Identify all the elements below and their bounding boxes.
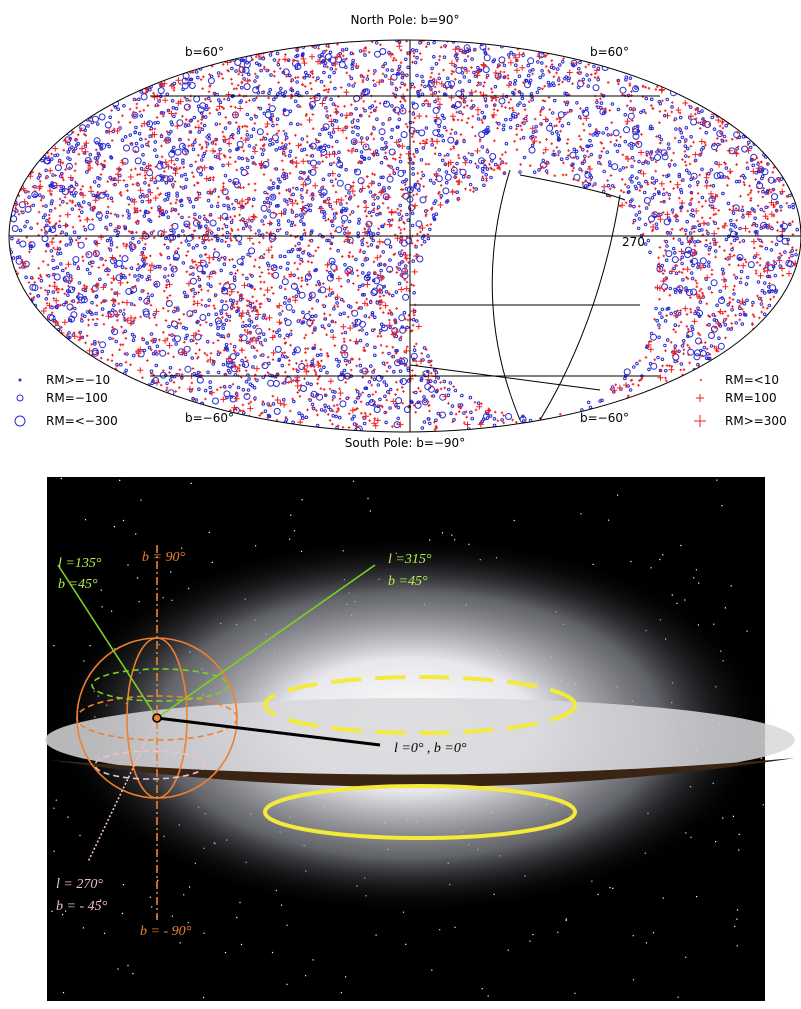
sky-grid [8, 39, 801, 433]
grid-label: b=60° [590, 45, 629, 59]
legend-entry: RM=<−300 [46, 414, 118, 428]
legend-entry: RM>=−10 [46, 373, 110, 387]
grid-label: b=−60° [185, 411, 234, 425]
north-label: North Pole: b=90° [350, 13, 459, 27]
latitude-45s [94, 750, 206, 780]
legend-entry: RM=100 [725, 391, 777, 405]
sky-points [9, 40, 800, 432]
grid-label: 270 [622, 235, 645, 249]
grid-label: b=−60° [580, 411, 629, 425]
label: b =45° [58, 577, 98, 592]
galaxy-disk [45, 698, 795, 782]
label: l =135° [58, 556, 102, 571]
legend-right: RM=<10 RM=100 RM>=300 [694, 373, 787, 428]
legend-entry: RM=<10 [725, 373, 779, 387]
label: b = - 90° [140, 924, 192, 939]
label: l =0° , b =0° [394, 741, 467, 756]
red-points [9, 40, 799, 431]
legend-entry: RM=−100 [46, 391, 108, 405]
label: b = 90° [142, 550, 185, 565]
label: l =315° [388, 552, 432, 567]
dust-lane [50, 758, 795, 788]
south-label: South Pole: b=−90° [345, 436, 465, 450]
label: b =45° [388, 574, 428, 589]
legend-left: RM>=−10 RM=−100 RM=<−300 [14, 373, 118, 428]
latitude-45n [91, 668, 229, 702]
direction-arrows [57, 564, 381, 863]
label: b = - 45° [56, 899, 108, 914]
rotation-arrows [263, 675, 577, 840]
label: l = 270° [56, 877, 103, 892]
coordinate-sphere [76, 545, 238, 920]
grid-label: b=60° [185, 45, 224, 59]
legend-entry: RM>=300 [725, 414, 787, 428]
